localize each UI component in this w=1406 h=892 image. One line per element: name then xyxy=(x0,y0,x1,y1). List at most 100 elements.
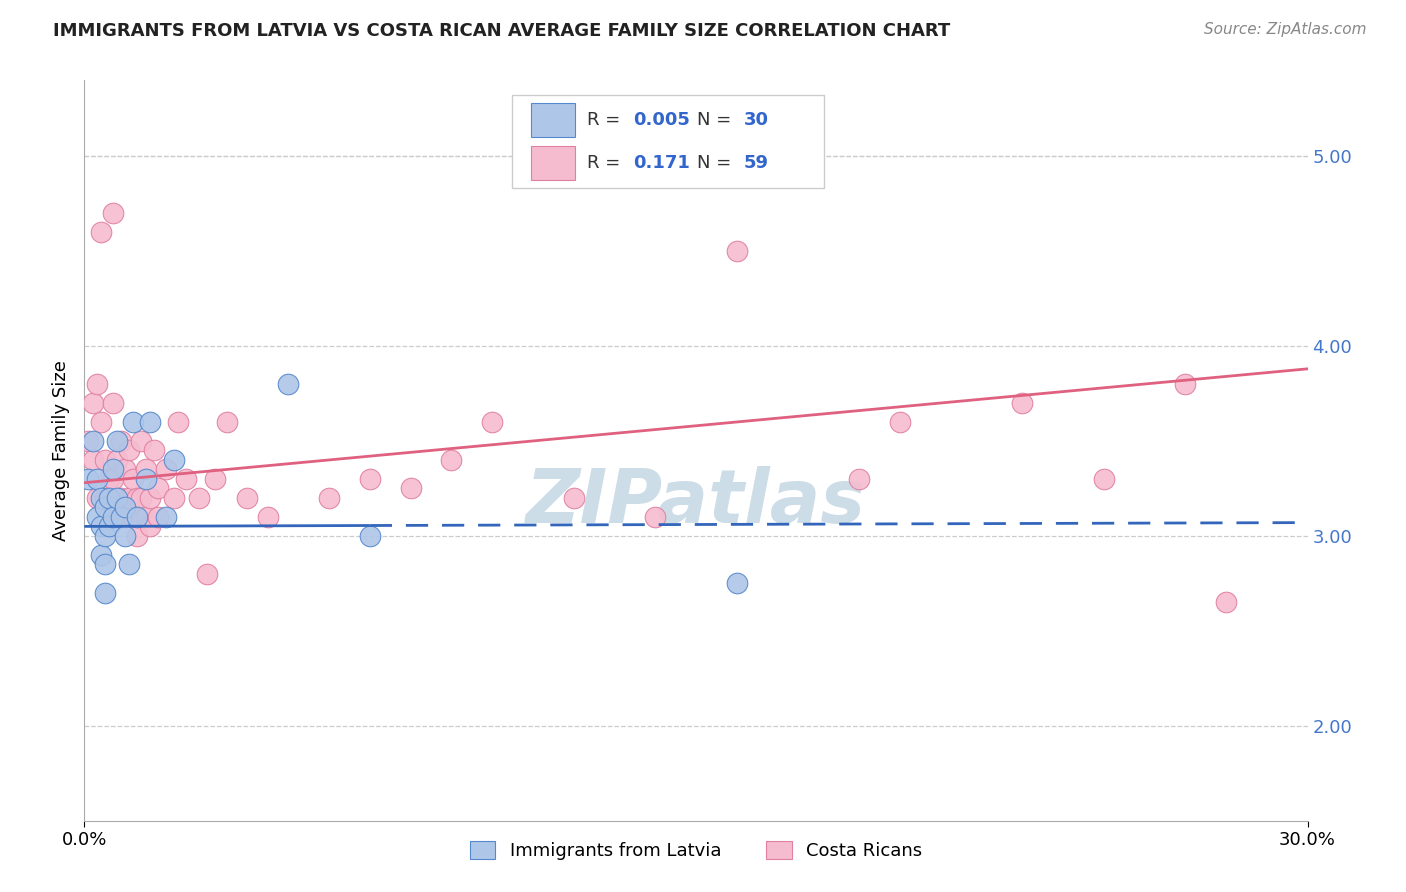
Point xyxy=(82,453,104,467)
Point xyxy=(131,491,153,505)
Point xyxy=(146,509,169,524)
Point xyxy=(135,509,157,524)
Point xyxy=(105,453,128,467)
Point xyxy=(93,586,115,600)
Text: R =: R = xyxy=(588,112,626,129)
Point xyxy=(725,244,748,259)
Point xyxy=(127,491,149,505)
Text: 30: 30 xyxy=(744,112,769,129)
Point xyxy=(105,509,128,524)
Point xyxy=(101,472,124,486)
Point xyxy=(101,509,124,524)
Point xyxy=(93,453,115,467)
Point xyxy=(277,377,299,392)
Point xyxy=(155,509,177,524)
Point xyxy=(110,434,132,448)
Point xyxy=(114,500,136,515)
Text: R =: R = xyxy=(588,153,626,171)
Point xyxy=(114,529,136,543)
Point xyxy=(131,434,153,448)
Point xyxy=(105,434,128,448)
Point xyxy=(86,472,108,486)
Point xyxy=(217,415,239,429)
Point xyxy=(127,529,149,543)
Point xyxy=(86,509,108,524)
FancyBboxPatch shape xyxy=(531,145,575,179)
Point xyxy=(122,472,145,486)
Point xyxy=(86,377,108,392)
Point xyxy=(82,434,104,448)
Point xyxy=(359,472,381,486)
Text: IMMIGRANTS FROM LATVIA VS COSTA RICAN AVERAGE FAMILY SIZE CORRELATION CHART: IMMIGRANTS FROM LATVIA VS COSTA RICAN AV… xyxy=(53,22,950,40)
Point xyxy=(399,482,422,496)
Point xyxy=(82,396,104,410)
Point xyxy=(77,472,100,486)
Point xyxy=(236,491,259,505)
Point xyxy=(90,519,112,533)
Point xyxy=(848,472,870,486)
Point xyxy=(1092,472,1115,486)
Point xyxy=(110,491,132,505)
Point xyxy=(93,558,115,572)
Point xyxy=(142,443,165,458)
Point xyxy=(114,509,136,524)
Text: Source: ZipAtlas.com: Source: ZipAtlas.com xyxy=(1204,22,1367,37)
Point xyxy=(90,491,112,505)
Text: N =: N = xyxy=(697,153,737,171)
Point xyxy=(440,453,463,467)
Point xyxy=(90,225,112,239)
Point xyxy=(127,509,149,524)
Point xyxy=(105,491,128,505)
Point xyxy=(101,396,124,410)
Point xyxy=(146,482,169,496)
Point xyxy=(93,500,115,515)
Point xyxy=(118,491,141,505)
Point xyxy=(163,491,186,505)
Text: 0.171: 0.171 xyxy=(634,153,690,171)
Point xyxy=(174,472,197,486)
Point xyxy=(318,491,340,505)
Point xyxy=(122,509,145,524)
Point xyxy=(187,491,209,505)
Point xyxy=(481,415,503,429)
Point xyxy=(155,462,177,476)
Point xyxy=(163,453,186,467)
Point xyxy=(122,415,145,429)
FancyBboxPatch shape xyxy=(531,103,575,137)
Point xyxy=(135,462,157,476)
Point xyxy=(118,558,141,572)
Point xyxy=(97,491,120,505)
Point xyxy=(86,491,108,505)
Point xyxy=(93,529,115,543)
Point xyxy=(257,509,280,524)
Y-axis label: Average Family Size: Average Family Size xyxy=(52,360,70,541)
Point xyxy=(101,206,124,220)
Point xyxy=(562,491,585,505)
Text: 0.005: 0.005 xyxy=(634,112,690,129)
Text: N =: N = xyxy=(697,112,737,129)
Point xyxy=(118,443,141,458)
Point xyxy=(97,509,120,524)
Point xyxy=(135,472,157,486)
Point xyxy=(1011,396,1033,410)
FancyBboxPatch shape xyxy=(513,95,824,187)
Point xyxy=(138,519,160,533)
Text: 59: 59 xyxy=(744,153,769,171)
Point xyxy=(101,462,124,476)
Point xyxy=(110,509,132,524)
Point xyxy=(167,415,190,429)
Point xyxy=(114,462,136,476)
Point xyxy=(77,434,100,448)
Text: ZIPatlas: ZIPatlas xyxy=(526,466,866,539)
Point xyxy=(90,415,112,429)
Point xyxy=(889,415,911,429)
Point xyxy=(1174,377,1197,392)
Point xyxy=(97,519,120,533)
Point xyxy=(359,529,381,543)
Point xyxy=(97,472,120,486)
Point xyxy=(204,472,226,486)
Point xyxy=(138,491,160,505)
Point xyxy=(195,566,218,581)
Point xyxy=(90,548,112,562)
Point xyxy=(1215,595,1237,609)
